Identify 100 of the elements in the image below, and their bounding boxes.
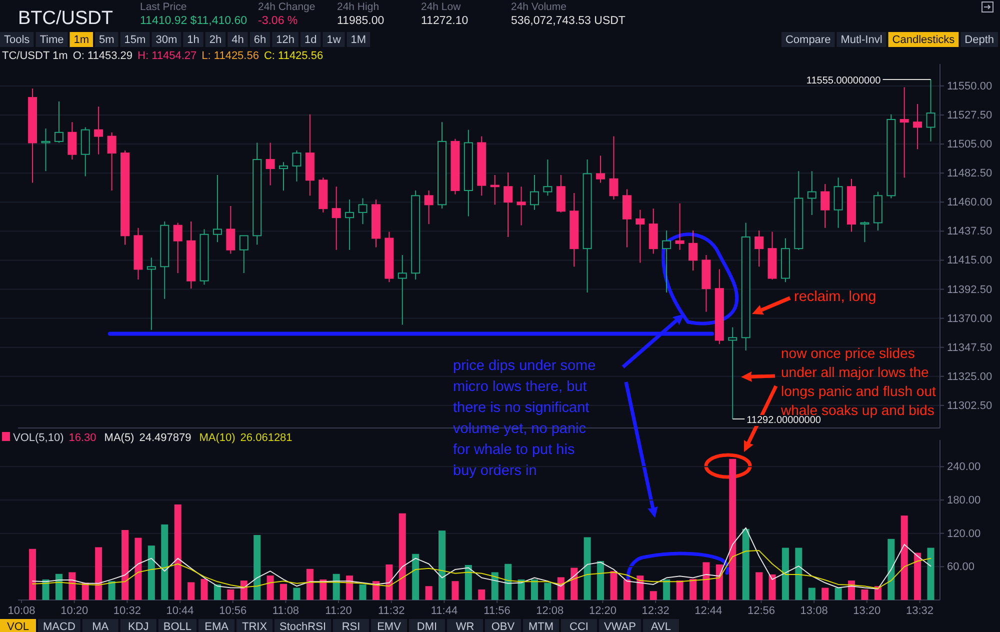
bar	[425, 586, 432, 600]
text: MTM	[528, 621, 554, 632]
bar	[464, 565, 472, 600]
x-tick-label: 13:20	[853, 604, 881, 617]
y-tick-label: 11392.50	[947, 284, 992, 296]
text: C: 11425.56	[264, 50, 324, 62]
bar	[597, 561, 604, 600]
candlestick	[212, 174, 222, 243]
bar	[808, 588, 816, 600]
text: 24h Change	[258, 1, 316, 13]
candlestick	[688, 230, 698, 272]
x-tick-label: 12:20	[588, 604, 616, 617]
bar	[610, 571, 618, 600]
bar	[900, 516, 908, 600]
y-tick-label: 11347.50	[947, 342, 992, 354]
text: 536,072,743.53 USDT	[511, 15, 626, 27]
text: Time	[40, 34, 64, 46]
candlestick	[728, 326, 738, 420]
bar	[689, 578, 696, 600]
x-tick-label: 11:44	[430, 604, 458, 617]
text: 12h	[276, 34, 294, 46]
text: 11410.92 $11,410.60	[140, 15, 248, 27]
candlestick	[94, 106, 104, 155]
text: 11272.10	[421, 15, 468, 27]
x-tick-label: 13:32	[906, 604, 934, 617]
text: H: 11454.27	[138, 50, 197, 62]
bar	[544, 582, 552, 600]
bar	[742, 528, 750, 600]
candlestick	[173, 222, 182, 274]
text: MA(5)	[104, 432, 134, 444]
text: BOLL	[163, 621, 192, 632]
text: 1m	[74, 34, 90, 46]
line-series	[32, 527, 932, 590]
bar	[359, 584, 366, 600]
bar	[95, 547, 102, 600]
y-tick-label: 180.00	[947, 494, 981, 507]
bar	[68, 572, 76, 600]
bar	[570, 568, 578, 600]
bar	[161, 524, 168, 600]
annotation: price dips under some micro lows there, but there is no significant volume yet, no panic for whale to put his buy orders in	[453, 358, 596, 479]
bar	[227, 589, 234, 600]
candlestick	[530, 174, 539, 210]
candlestick	[146, 257, 156, 330]
candlestick	[345, 199, 354, 250]
text: 2h	[209, 34, 222, 46]
bar	[134, 538, 142, 600]
text: OBV	[491, 621, 516, 632]
candlestick	[596, 155, 606, 184]
candlestick	[332, 186, 341, 250]
y-tick-label: 11302.50	[947, 400, 992, 412]
bar	[504, 564, 512, 600]
text: 1w	[326, 34, 341, 46]
bar	[55, 574, 62, 600]
text: MACD	[43, 621, 76, 632]
bar	[254, 535, 261, 600]
bar	[716, 564, 723, 600]
candlestick	[900, 86, 909, 178]
x-tick-label: 10:44	[166, 604, 194, 617]
bar	[584, 537, 591, 600]
text: -3.06 %	[258, 15, 298, 27]
y-tick-label: 11527.50	[947, 110, 992, 122]
bar	[306, 568, 314, 600]
text: 15m	[124, 34, 146, 46]
bar	[795, 548, 802, 600]
text: CCI	[570, 621, 588, 632]
text: StochRSI	[280, 621, 326, 632]
text: TC/USDT 1m	[2, 50, 68, 62]
bar	[280, 584, 288, 600]
text: 6h	[254, 34, 266, 46]
text: Mutl-Invl	[840, 34, 882, 46]
text: 30m	[156, 34, 178, 46]
y-tick-label: 11437.50	[947, 226, 992, 238]
bar	[452, 581, 459, 600]
text: Depth	[964, 34, 994, 46]
text: 4h	[232, 34, 244, 46]
text: 24h High	[337, 1, 380, 13]
candlestick	[913, 104, 922, 150]
bar	[398, 513, 406, 600]
candlestick	[279, 162, 288, 191]
candlestick	[239, 235, 248, 274]
text: VOL	[6, 621, 30, 632]
y-tick-label: 11460.00	[947, 196, 992, 209]
text: Tools	[4, 34, 30, 46]
x-tick-label: 12:08	[536, 604, 564, 617]
y-tick-label: 11550.00	[947, 80, 992, 92]
bar	[927, 548, 934, 600]
x-tick-label: 11:32	[378, 604, 405, 617]
y-tick-label: 11482.50	[947, 168, 992, 180]
bar	[200, 578, 208, 600]
bar	[518, 579, 525, 600]
x-tick-label: 10:32	[113, 604, 141, 617]
candlestick	[266, 142, 275, 186]
x-tick-label: 10:08	[8, 604, 36, 617]
annotation: 24.497879	[139, 432, 192, 444]
text: 1M	[350, 34, 366, 46]
bar	[676, 580, 684, 600]
bar	[822, 588, 829, 600]
text: KDJ	[128, 621, 149, 632]
text: MA	[92, 621, 110, 632]
text: AVL	[651, 621, 671, 632]
